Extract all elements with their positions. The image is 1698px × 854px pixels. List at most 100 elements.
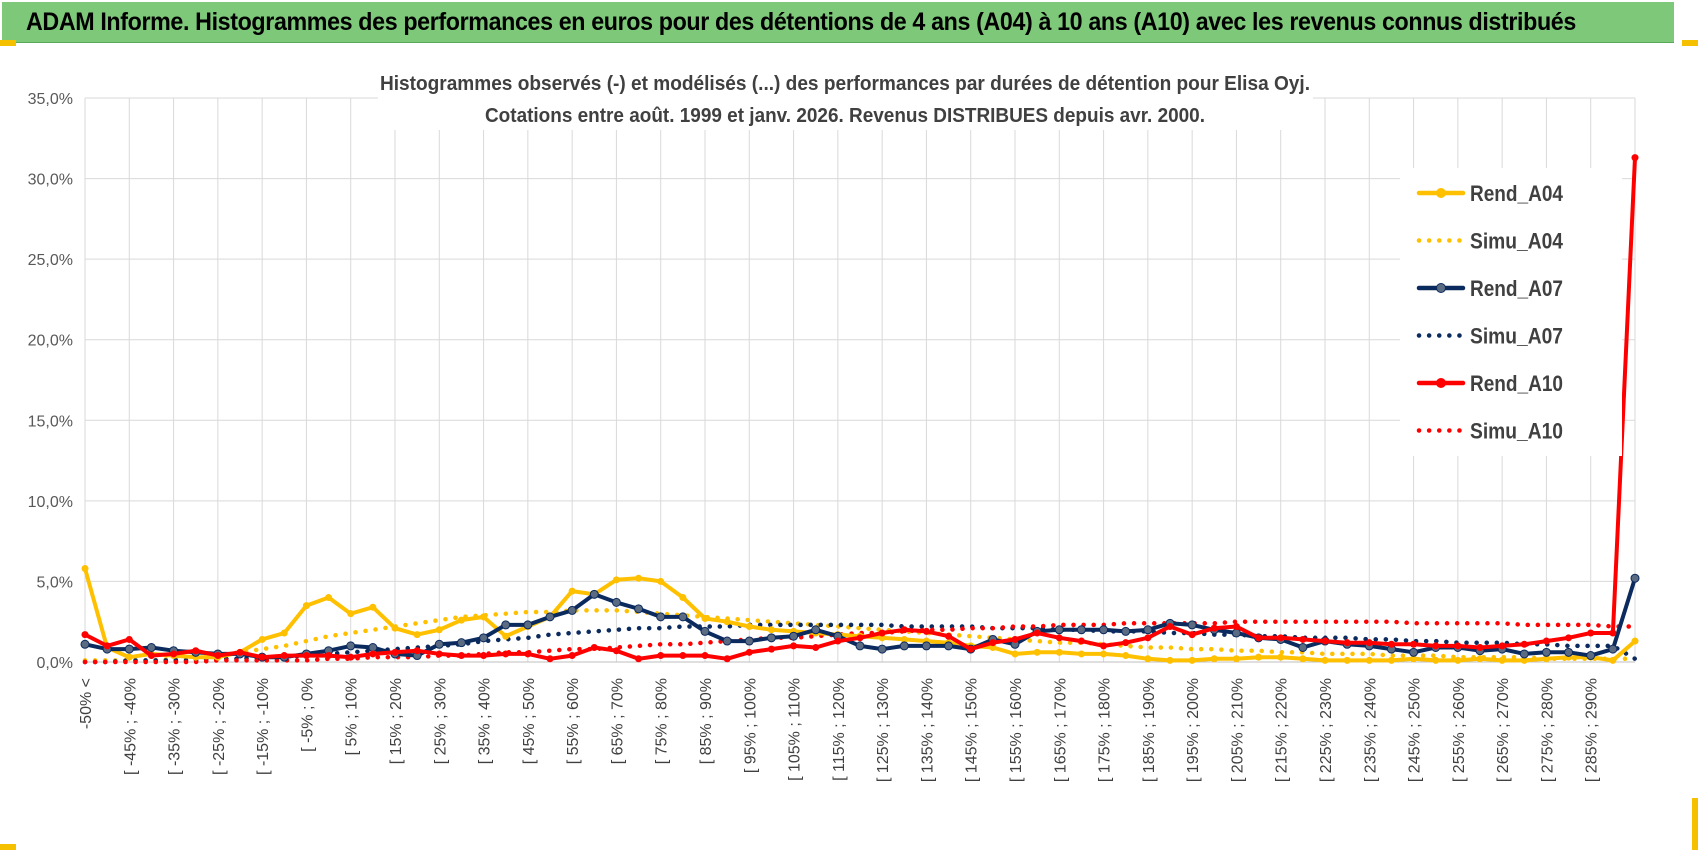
data-point-rend-a10	[767, 645, 775, 653]
data-point-rend-a04	[302, 602, 310, 610]
chart-title: Histogrammes observés (-) et modélisés (…	[380, 73, 1310, 95]
data-point-rend-a10	[657, 652, 665, 660]
data-point-rend-a10	[1365, 639, 1373, 647]
data-point-rend-a07	[921, 641, 931, 651]
data-point-rend-a10	[900, 626, 908, 634]
y-tick-label: 5,0%	[37, 574, 73, 591]
data-point-rend-a10	[391, 648, 399, 656]
data-point-rend-a07	[1564, 647, 1574, 657]
data-point-rend-a04	[1410, 655, 1418, 663]
data-point-rend-a07	[944, 641, 954, 651]
data-point-rend-a07	[434, 639, 444, 649]
x-tick-label: [ 265% ; 270%	[1495, 678, 1512, 782]
data-point-rend-a04	[1299, 655, 1307, 663]
data-point-rend-a10	[1077, 637, 1085, 645]
data-point-rend-a10	[1609, 629, 1617, 637]
data-point-rend-a10	[1210, 624, 1218, 632]
data-point-rend-a10	[369, 650, 377, 658]
y-tick-label: 0,0%	[37, 655, 73, 672]
x-tick-label: [ 5% ; 10%	[344, 678, 361, 755]
corner-marker-top-left	[0, 40, 16, 46]
data-point-rend-a07	[567, 605, 577, 615]
data-point-rend-a07	[678, 612, 688, 622]
data-point-rend-a10	[1454, 642, 1462, 650]
data-point-rend-a04	[1144, 655, 1152, 663]
data-point-rend-a04	[1520, 656, 1528, 664]
data-point-rend-a10	[1277, 634, 1285, 642]
data-point-rend-a07	[1076, 625, 1086, 635]
data-point-rend-a04	[1365, 656, 1373, 664]
data-point-rend-a10	[347, 653, 355, 661]
data-point-rend-a04	[1232, 655, 1240, 663]
legend-label: Simu_A04	[1470, 229, 1564, 254]
data-point-rend-a04	[1498, 656, 1506, 664]
data-point-rend-a04	[435, 626, 443, 634]
data-point-rend-a07	[589, 589, 599, 599]
data-point-rend-a04	[1011, 650, 1019, 658]
chart-subtitle: Cotations entre août. 1999 et janv. 2026…	[485, 105, 1205, 127]
data-point-rend-a04	[745, 623, 753, 631]
x-tick-label: [ 115% ; 120%	[831, 678, 848, 781]
series-line-simu-a04	[82, 608, 1638, 663]
data-point-rend-a10	[745, 648, 753, 656]
data-point-rend-a10	[590, 643, 598, 651]
data-point-rend-a07	[811, 625, 821, 635]
series-line-simu-a07	[82, 622, 1638, 665]
x-tick-label: [ 255% ; 260%	[1451, 678, 1468, 782]
data-point-rend-a04	[1454, 656, 1462, 664]
chart-title-background	[378, 64, 1313, 130]
data-point-rend-a10	[856, 634, 864, 642]
data-point-rend-a10	[1055, 634, 1063, 642]
data-point-rend-a04	[1432, 656, 1440, 664]
data-point-rend-a10	[1144, 634, 1152, 642]
data-point-rend-a04	[347, 610, 355, 618]
data-point-rend-a10	[922, 627, 930, 635]
data-point-rend-a10	[546, 655, 554, 663]
data-point-rend-a10	[812, 643, 820, 651]
data-point-rend-a04	[1166, 656, 1174, 664]
data-point-rend-a07	[523, 620, 533, 630]
x-tick-label: [ 235% ; 240%	[1362, 678, 1379, 782]
data-point-rend-a10	[1232, 623, 1240, 631]
x-tick-label: [ 185% ; 190%	[1141, 678, 1158, 782]
x-tick-label: [ 105% ; 110%	[787, 678, 804, 781]
data-point-rend-a04	[767, 626, 775, 634]
data-point-rend-a10	[1255, 634, 1263, 642]
y-tick-label: 10,0%	[28, 494, 73, 511]
chart-legend: Rend_A04 Simu_A04 Rend_A07 Simu_A07 Rend_A10…	[1400, 168, 1622, 456]
legend-background	[1400, 168, 1622, 456]
data-point-rend-a10	[81, 631, 89, 639]
legend-label: Simu_A10	[1470, 419, 1563, 444]
x-tick-label: [ 225% ; 230%	[1318, 678, 1335, 782]
data-point-rend-a07	[744, 636, 754, 646]
data-point-rend-a10	[1498, 642, 1506, 650]
data-point-rend-a10	[1387, 640, 1395, 648]
data-point-rend-a10	[1321, 637, 1329, 645]
data-point-rend-a04	[280, 629, 288, 637]
data-point-rend-a04	[1255, 653, 1263, 661]
data-point-rend-a10	[790, 642, 798, 650]
data-point-rend-a07	[1519, 649, 1529, 659]
data-point-rend-a04	[657, 577, 665, 585]
data-point-rend-a10	[1542, 637, 1550, 645]
legend-label: Simu_A07	[1470, 324, 1563, 349]
data-point-rend-a10	[612, 647, 620, 655]
data-point-rend-a07	[368, 642, 378, 652]
legend-label: Rend_A10	[1470, 371, 1563, 396]
x-tick-label: [ -5% ; 0%	[299, 678, 316, 752]
data-point-rend-a10	[967, 645, 975, 653]
data-point-rend-a04	[1277, 653, 1285, 661]
data-point-rend-a10	[1122, 639, 1130, 647]
data-point-rend-a07	[1099, 625, 1109, 635]
data-point-rend-a10	[568, 652, 576, 660]
report-header: ADAM Informe. Histogrammes des performan…	[2, 2, 1674, 43]
x-tick-label: [ -25% ; -20%	[211, 678, 228, 775]
data-point-rend-a07	[1231, 628, 1241, 638]
x-tick-label: -50% <	[78, 678, 95, 729]
data-point-rend-a04	[1387, 656, 1395, 664]
x-tick-label: [ -35% ; -30%	[167, 678, 184, 775]
legend-marker	[1436, 283, 1446, 293]
legend-label: Rend_A04	[1470, 181, 1564, 206]
data-point-rend-a10	[945, 632, 953, 640]
